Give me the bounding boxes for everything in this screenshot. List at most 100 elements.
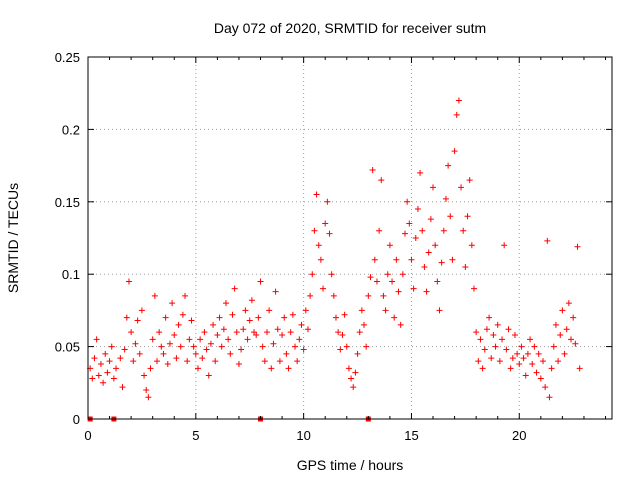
y-tick-label: 0.15 xyxy=(55,195,80,210)
data-point xyxy=(89,375,96,382)
data-points xyxy=(87,97,583,401)
data-point xyxy=(255,314,262,321)
data-point xyxy=(108,343,115,350)
data-point xyxy=(533,369,540,376)
data-point xyxy=(425,249,432,256)
data-point xyxy=(419,227,426,234)
data-point xyxy=(220,326,227,333)
data-point xyxy=(557,332,564,339)
plot-border xyxy=(87,56,613,420)
data-point xyxy=(481,346,488,353)
data-point xyxy=(283,350,290,357)
data-point xyxy=(395,288,402,295)
data-point xyxy=(203,346,210,353)
data-point xyxy=(190,343,197,350)
plot-frame xyxy=(87,56,613,420)
data-point xyxy=(509,355,516,362)
data-point xyxy=(477,336,484,343)
data-point xyxy=(397,321,404,328)
data-point xyxy=(205,372,212,379)
data-point xyxy=(501,242,508,249)
data-point xyxy=(285,365,292,372)
data-point xyxy=(132,340,139,347)
data-point xyxy=(458,184,465,191)
data-point xyxy=(386,242,393,249)
data-point xyxy=(546,394,553,401)
data-point xyxy=(330,292,337,299)
data-point xyxy=(565,300,572,307)
data-point xyxy=(408,256,415,263)
data-point xyxy=(134,317,141,324)
data-point xyxy=(384,271,391,278)
data-point xyxy=(154,358,161,365)
data-point xyxy=(292,343,299,350)
data-point xyxy=(442,195,449,202)
data-point xyxy=(212,358,219,365)
data-point xyxy=(207,340,214,347)
data-point xyxy=(235,360,242,367)
x-tick-label: 20 xyxy=(512,428,526,443)
data-point xyxy=(117,355,124,362)
data-point xyxy=(561,350,568,357)
data-point xyxy=(229,311,236,318)
data-point xyxy=(93,336,100,343)
data-point xyxy=(445,162,452,169)
data-point xyxy=(417,169,424,176)
data-point xyxy=(214,332,221,339)
data-point xyxy=(345,365,352,372)
data-point xyxy=(311,227,318,234)
data-point xyxy=(128,329,135,336)
data-point xyxy=(479,365,486,372)
chart-title: Day 072 of 2020, SRMTID for receiver sut… xyxy=(214,20,486,36)
data-point xyxy=(436,307,443,314)
data-point xyxy=(527,336,534,343)
x-axis-label: GPS time / hours xyxy=(297,457,404,473)
data-point xyxy=(570,314,577,321)
data-point xyxy=(302,307,309,314)
data-point xyxy=(462,263,469,270)
data-point xyxy=(473,329,480,336)
data-point xyxy=(488,355,495,362)
data-point xyxy=(520,355,527,362)
data-point xyxy=(361,321,368,328)
data-point xyxy=(263,329,270,336)
y-axis-label: SRMTID / TECUs xyxy=(5,183,21,293)
data-point xyxy=(376,227,383,234)
data-point xyxy=(507,365,514,372)
data-point xyxy=(100,379,107,386)
data-point xyxy=(332,314,339,321)
data-point xyxy=(531,343,538,350)
data-point xyxy=(147,365,154,372)
data-point xyxy=(216,314,223,321)
data-point xyxy=(410,285,417,292)
data-point xyxy=(210,321,217,328)
data-point xyxy=(369,166,376,173)
data-point xyxy=(324,198,331,205)
data-point xyxy=(322,220,329,227)
data-point xyxy=(294,358,301,365)
data-point xyxy=(194,365,201,372)
data-point xyxy=(102,350,109,357)
data-point xyxy=(158,343,165,350)
data-point xyxy=(298,321,305,328)
data-point xyxy=(447,213,454,220)
data-point xyxy=(438,259,445,266)
data-point xyxy=(514,350,521,357)
data-point xyxy=(197,336,204,343)
data-point xyxy=(466,177,473,184)
data-point xyxy=(307,292,314,299)
data-point xyxy=(233,329,240,336)
data-point xyxy=(248,297,255,304)
data-point xyxy=(173,355,180,362)
data-point xyxy=(328,271,335,278)
data-point xyxy=(162,314,169,321)
data-point xyxy=(110,375,117,382)
data-point xyxy=(138,307,145,314)
data-point xyxy=(555,358,562,365)
data-point xyxy=(470,285,477,292)
x-tick-label: 0 xyxy=(84,428,91,443)
data-point xyxy=(401,230,408,237)
data-point xyxy=(272,288,279,295)
data-point xyxy=(412,235,419,241)
data-point xyxy=(304,326,311,333)
